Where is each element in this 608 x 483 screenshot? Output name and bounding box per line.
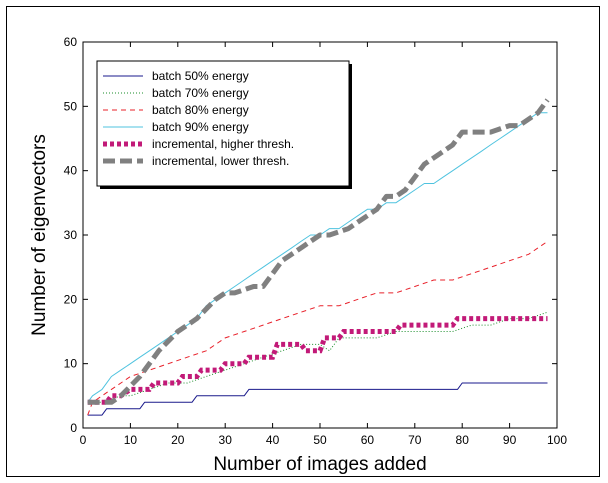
- x-tick-label: 0: [80, 433, 87, 447]
- y-tick-label: 20: [64, 292, 78, 306]
- x-tick-label: 10: [124, 433, 138, 447]
- legend-label-4: batch 90% energy: [152, 120, 249, 134]
- y-tick-label: 10: [64, 357, 78, 371]
- y-tick-label: 30: [64, 228, 78, 242]
- figure-frame: [6, 6, 600, 477]
- x-tick-label: 40: [266, 433, 280, 447]
- legend-label-5: incremental, higher thresh.: [152, 137, 294, 151]
- legend-label-3: batch 80% energy: [152, 103, 249, 117]
- y-tick-label: 40: [64, 164, 78, 178]
- x-tick-label: 50: [313, 433, 327, 447]
- legend-label-1: batch 50% energy: [152, 69, 249, 83]
- legend-label-2: batch 70% energy: [152, 86, 249, 100]
- x-tick-label: 100: [547, 433, 567, 447]
- series-line-5: [87, 316, 548, 405]
- series-line-1: [87, 382, 548, 416]
- y-tick-label: 50: [64, 99, 78, 113]
- y-tick-label: 60: [64, 35, 78, 49]
- series-line-3: [87, 240, 548, 416]
- x-tick-label: 80: [456, 433, 470, 447]
- x-tick-label: 30: [219, 433, 233, 447]
- series-line-4: [87, 112, 548, 403]
- x-tick-label: 60: [361, 433, 375, 447]
- x-axis-label: Number of images added: [213, 454, 426, 475]
- y-axis-label: Number of eigenvectors: [29, 134, 50, 336]
- legend-box: [96, 60, 350, 187]
- x-tick-label: 70: [408, 433, 422, 447]
- x-tick-label: 20: [171, 433, 185, 447]
- legend-label-6: incremental, lower thresh.: [152, 154, 289, 168]
- x-tick-label: 90: [503, 433, 517, 447]
- y-tick-label: 0: [70, 421, 77, 435]
- series-line-6: [87, 98, 550, 405]
